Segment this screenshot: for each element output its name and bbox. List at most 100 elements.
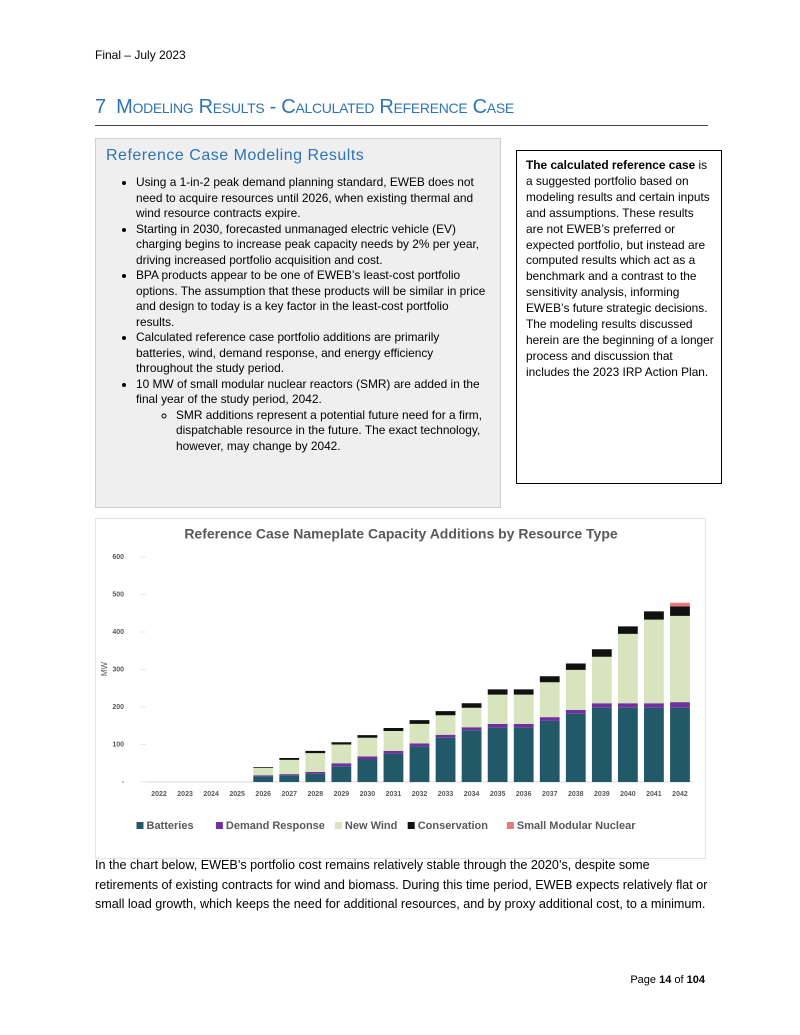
bar-segment — [253, 776, 274, 782]
bar-segment — [617, 707, 638, 782]
x-tick-label: 2028 — [308, 791, 324, 798]
bar-segment — [305, 773, 326, 782]
bar-segment — [357, 737, 378, 757]
legend-swatch — [215, 822, 223, 829]
bar-segment — [461, 730, 482, 782]
x-tick-label: 2036 — [516, 791, 532, 798]
side-box: The calculated reference case is a sugge… — [516, 150, 722, 484]
x-tick-label: 2031 — [386, 791, 402, 798]
legend-label: Batteries — [147, 820, 194, 832]
section-number: 7 — [95, 96, 107, 118]
bar-segment — [331, 744, 352, 764]
x-tick-label: 2041 — [646, 791, 662, 798]
bar-segment — [487, 694, 508, 724]
bar-segment — [487, 727, 508, 782]
footer-total: 104 — [686, 974, 705, 986]
footer-of: of — [674, 974, 684, 986]
summary-bullet: Starting in 2030, forecasted unmanaged e… — [136, 222, 490, 269]
bar-segment — [253, 767, 274, 768]
x-tick-label: 2037 — [542, 791, 558, 798]
bar-segment — [513, 694, 534, 724]
sub-list: SMR additions represent a potential futu… — [136, 408, 490, 455]
bar-segment — [435, 737, 456, 782]
bar-segment — [331, 742, 352, 745]
bar-segment — [331, 766, 352, 782]
x-tick-label: 2040 — [620, 791, 636, 798]
side-text: is a suggested portfolio based on modeli… — [526, 158, 714, 379]
bar-segment — [383, 731, 404, 751]
bar-segment — [670, 615, 690, 703]
x-tick-label: 2029 — [334, 791, 350, 798]
bar-segment — [670, 602, 690, 607]
footer-page: 14 — [659, 974, 672, 986]
bar-segment — [487, 723, 508, 728]
bar-segment — [461, 727, 482, 731]
bar-segment — [357, 735, 378, 738]
x-tick-label: 2039 — [594, 791, 610, 798]
bar-segment — [539, 720, 560, 782]
legend-label: Conservation — [418, 820, 489, 832]
bar-segment — [435, 734, 456, 738]
x-tick-label: 2035 — [490, 791, 506, 798]
bar-segment — [565, 713, 586, 782]
bar-segment — [279, 774, 300, 776]
y-tick-label: 500 — [112, 591, 124, 598]
bar-segment — [565, 663, 586, 670]
bar-segment — [253, 767, 274, 776]
y-tick-label: 600 — [112, 554, 124, 561]
bar-segment — [591, 656, 612, 704]
bar-segment — [461, 703, 482, 708]
legend-swatch — [136, 822, 144, 829]
y-tick-label: 400 — [112, 629, 124, 636]
chart: Reference Case Nameplate Capacity Additi… — [100, 526, 693, 832]
side-lead: The calculated reference case — [526, 158, 696, 172]
legend-label: Small Modular Nuclear — [517, 820, 636, 832]
legend-swatch — [407, 822, 415, 829]
x-tick-label: 2022 — [151, 791, 167, 798]
x-tick-label: 2025 — [229, 791, 245, 798]
bar-segment — [565, 669, 586, 710]
bar-segment — [383, 753, 404, 782]
summary-title: Reference Case Modeling Results — [106, 147, 365, 164]
bar-segment — [670, 707, 690, 782]
bar-segment — [513, 727, 534, 782]
x-tick-label: 2038 — [568, 791, 584, 798]
legend-label: Demand Response — [226, 820, 325, 832]
chart-frame: Reference Case Nameplate Capacity Additi… — [95, 518, 706, 859]
bar-segment — [305, 750, 326, 754]
bar-segment — [513, 723, 534, 728]
summary-bullet: Using a 1-in-2 peak demand planning stan… — [136, 175, 490, 222]
bar-segment — [539, 717, 560, 721]
bar-segment — [539, 676, 560, 683]
bar-segment — [617, 626, 638, 634]
section-heading: 7 Modeling Results - Calculated Reference… — [95, 96, 708, 126]
bar-segment — [591, 649, 612, 657]
bullet-text: 10 MW of small modular nuclear reactors … — [136, 376, 480, 407]
y-tick-label: 100 — [112, 741, 124, 748]
x-tick-label: 2033 — [438, 791, 454, 798]
y-tick-label: 300 — [112, 666, 124, 673]
bar-segment — [435, 711, 456, 716]
bar-segment — [670, 702, 690, 708]
page-header: Final – July 2023 — [95, 48, 186, 62]
x-tick-label: 2034 — [464, 791, 480, 798]
bar-segment — [644, 619, 664, 704]
bar-segment — [409, 743, 430, 747]
y-tick-label: - — [122, 779, 125, 786]
summary-box: Reference Case Modeling Results Using a … — [95, 138, 501, 508]
bar-segment — [644, 707, 664, 782]
x-tick-label: 2026 — [255, 791, 271, 798]
bar-segment — [383, 750, 404, 754]
bar-segment — [591, 707, 612, 782]
x-tick-label: 2023 — [177, 791, 193, 798]
bar-segment — [279, 758, 300, 760]
bar-segment — [644, 703, 664, 708]
bar-segment — [279, 759, 300, 775]
paragraph: In the chart below, EWEB’s portfolio cos… — [95, 858, 708, 911]
x-tick-label: 2027 — [281, 791, 297, 798]
bar-segment — [644, 611, 664, 620]
bar-segment — [409, 746, 430, 782]
bar-segment — [565, 710, 586, 714]
summary-bullet: Calculated reference case portfolio addi… — [136, 330, 490, 377]
